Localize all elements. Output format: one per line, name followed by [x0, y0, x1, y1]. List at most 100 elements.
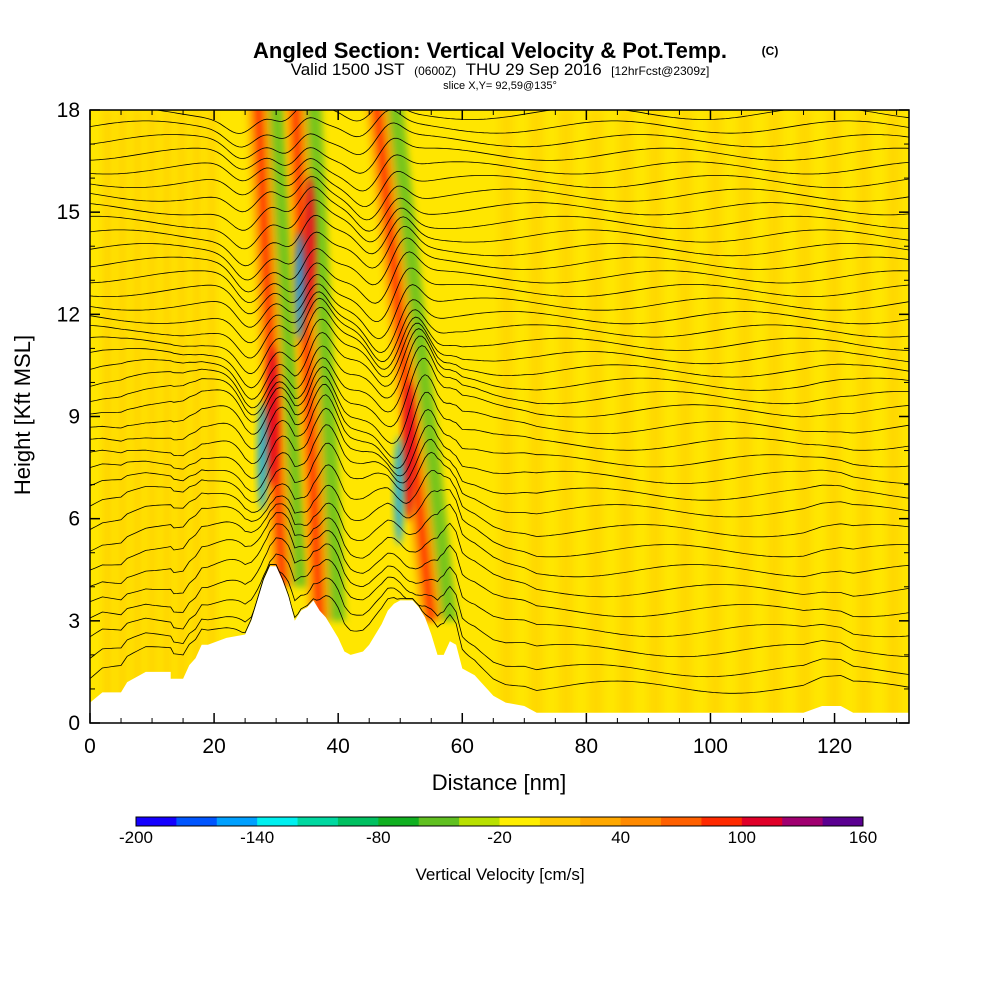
theta-contour	[90, 523, 909, 618]
colorbar-swatch	[378, 817, 420, 826]
colorbar-tick-label: -140	[240, 828, 274, 847]
theta-contour	[90, 186, 909, 232]
theta-contour	[90, 345, 909, 416]
colorbar-swatch	[297, 817, 339, 826]
field-stripe	[529, 110, 544, 723]
y-tick-label: 15	[57, 201, 80, 224]
theta-contour	[90, 484, 909, 558]
field-stripe	[856, 110, 871, 723]
field-stripe	[132, 110, 143, 723]
chart-subtitle: Valid 1500 JST (0600Z) THU 29 Sep 2016 […	[291, 60, 710, 79]
theta-contour	[90, 154, 909, 192]
theta-contour	[90, 167, 909, 208]
y-axis-label: Height [Kft MSL]	[10, 335, 35, 495]
potential-temperature-contours	[90, 110, 909, 694]
colorbar-swatch	[822, 817, 864, 826]
theta-contour	[90, 424, 909, 501]
y-axis: 0 3 6 9 12 15 18	[57, 99, 909, 735]
theta-contour	[90, 464, 909, 538]
chart-title: Angled Section: Vertical Velocity & Pot.…	[253, 38, 727, 63]
theta-contour	[90, 394, 909, 469]
field-stripe	[618, 110, 633, 723]
colorbar-tick-label: 160	[849, 828, 877, 847]
theta-contour	[90, 407, 909, 484]
field-stripe	[176, 110, 187, 723]
colorbar-ticks: -200 -140 -80 -20 40 100 160	[119, 828, 877, 847]
colorbar-tick-label: -20	[487, 828, 512, 847]
colorbar-swatch	[337, 817, 379, 826]
downdraft-peak-band-c	[393, 435, 404, 546]
theta-contour	[90, 226, 909, 281]
theta-contour	[90, 199, 909, 250]
downdraft-flank	[264, 110, 309, 587]
theta-contour	[90, 502, 909, 578]
theta-contour	[90, 214, 909, 267]
colorbar-swatch	[418, 817, 460, 826]
colorbar-swatch	[136, 817, 177, 826]
updraft-bands	[102, 110, 901, 723]
field-stripe	[147, 110, 158, 723]
x-tick-label: 100	[693, 735, 728, 758]
theta-contour	[90, 297, 909, 363]
colorbar-swatch	[257, 817, 299, 826]
theta-contour	[90, 357, 909, 428]
colorbar	[135, 816, 864, 827]
subtitle-date: THU 29 Sep 2016	[466, 60, 602, 79]
y-tick-label: 9	[68, 406, 80, 429]
updraft-peak-band-a	[266, 346, 279, 487]
colorbar-tick-label: -200	[119, 828, 153, 847]
y-tick-label: 18	[57, 99, 80, 122]
field-stripe	[648, 110, 663, 723]
theta-contour	[90, 564, 909, 694]
theta-contour	[90, 328, 909, 400]
y-tick-label: 12	[57, 303, 80, 326]
colorbar-swatch	[661, 817, 702, 826]
terrain	[90, 566, 909, 723]
theta-contour	[90, 237, 909, 293]
theta-contour	[90, 306, 909, 375]
theta-contour	[90, 318, 909, 389]
theta-contour	[90, 176, 909, 221]
y-tick-label: 0	[68, 712, 80, 735]
field-stripe	[161, 110, 172, 723]
field-stripe	[117, 110, 128, 723]
field-stripe	[707, 110, 722, 723]
x-tick-label: 0	[84, 735, 96, 758]
field-stripe	[737, 110, 752, 723]
subtitle-valid: Valid 1500 JST	[291, 60, 405, 79]
theta-contour	[90, 291, 909, 353]
updraft-core	[372, 110, 437, 621]
theta-contour	[90, 283, 909, 340]
colorbar-swatch	[459, 817, 500, 826]
downdraft-flank	[383, 110, 458, 621]
theta-contour	[90, 122, 909, 160]
x-axis: 0 20 40 60 80 100 120	[84, 110, 898, 758]
colorbar-swatch	[782, 817, 824, 826]
field-stripe	[827, 110, 842, 723]
colorbar-label: Vertical Velocity [cm/s]	[415, 865, 584, 884]
theta-contour	[90, 512, 909, 598]
field-stripe	[886, 110, 901, 723]
x-tick-label: 60	[451, 735, 474, 758]
field-stripe	[767, 110, 782, 723]
colorbar-swatch	[176, 817, 218, 826]
y-tick-label: 3	[68, 610, 80, 633]
colorbar-frame	[135, 816, 864, 827]
updraft-peak-band-b	[303, 176, 316, 317]
colorbar-swatch	[741, 817, 783, 826]
field-stripe	[499, 110, 514, 723]
x-tick-label: 80	[575, 735, 598, 758]
x-axis-label: Distance [nm]	[432, 770, 567, 795]
theta-contour	[90, 335, 909, 409]
updraft-core	[253, 110, 288, 587]
theta-contour	[90, 383, 909, 459]
colorbar-tick-label: 40	[611, 828, 630, 847]
updraft-band-band-c	[366, 110, 458, 621]
colorbar-swatch	[539, 817, 581, 826]
field-stripe	[191, 110, 202, 723]
colorbar-swatch	[499, 817, 541, 826]
theta-contour	[90, 251, 909, 304]
field-stripe	[102, 110, 113, 723]
theta-contour	[90, 442, 909, 518]
colorbar-swatch	[620, 817, 662, 826]
